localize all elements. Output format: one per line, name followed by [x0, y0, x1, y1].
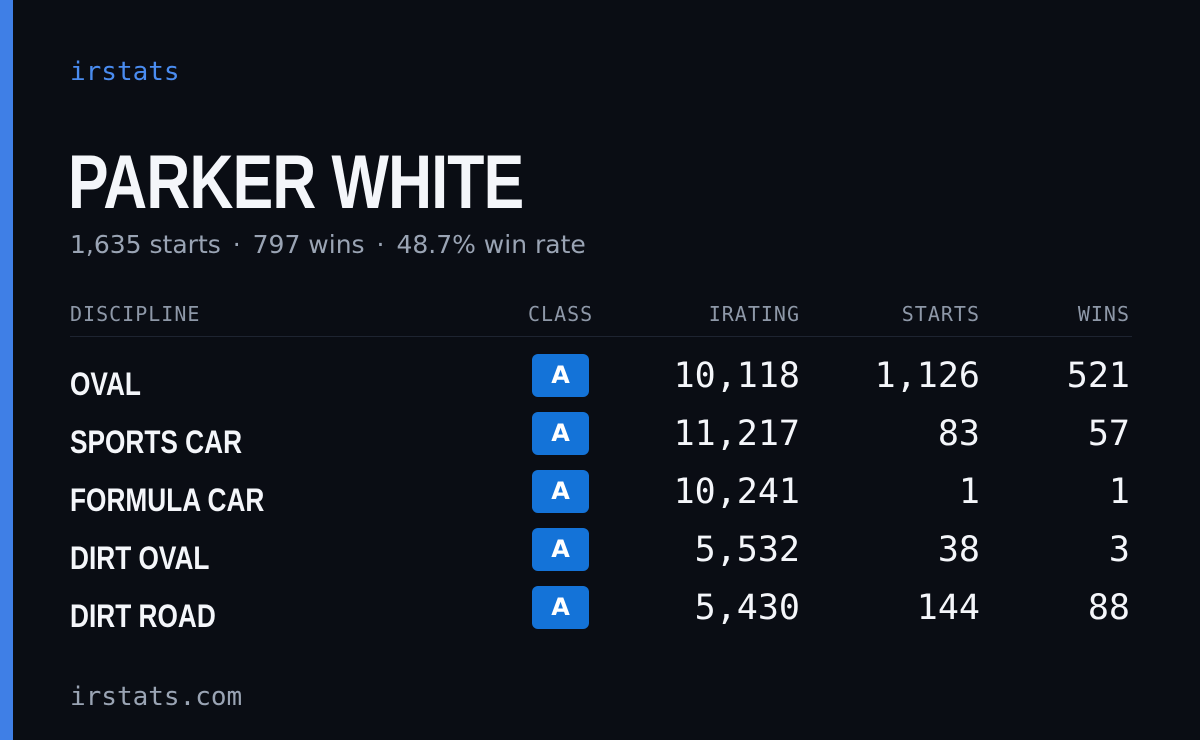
table-header: DISCIPLINE CLASS IRATING STARTS WINS	[70, 300, 1132, 328]
header-discipline: DISCIPLINE	[70, 302, 201, 326]
header-class: CLASS	[528, 302, 594, 326]
class-badge: A	[532, 528, 589, 571]
irating-value: 10,118	[673, 356, 800, 396]
table-row: DIRT ROAD A 5,430 144 88	[70, 584, 1132, 642]
summary-separator: ·	[376, 230, 385, 259]
class-badge: A	[532, 354, 589, 397]
wins-value: 3	[1108, 530, 1130, 570]
discipline-name: DIRT OVAL	[70, 540, 210, 576]
driver-name: PARKER WHITE	[68, 140, 524, 225]
header-irating: IRATING	[708, 302, 800, 326]
wins-value: 1	[1108, 472, 1130, 512]
summary-separator: ·	[232, 230, 241, 259]
starts-value: 1	[958, 472, 980, 512]
summary-wins: 797 wins	[252, 230, 365, 259]
discipline-name: OVAL	[70, 366, 141, 402]
class-badge: A	[532, 586, 589, 629]
irating-value: 5,430	[694, 588, 800, 628]
starts-value: 38	[937, 530, 980, 570]
table-row: DIRT OVAL A 5,532 38 3	[70, 526, 1132, 584]
class-badge: A	[532, 470, 589, 513]
brand-logo-text: irstats	[70, 57, 180, 87]
irating-value: 10,241	[673, 472, 800, 512]
starts-value: 1,126	[874, 356, 980, 396]
table-row: FORMULA CAR A 10,241 1 1	[70, 468, 1132, 526]
accent-bar	[0, 0, 13, 740]
starts-value: 83	[937, 414, 980, 454]
header-divider	[70, 336, 1132, 337]
summary-starts: 1,635 starts	[70, 230, 221, 259]
summary-win-rate: 48.7% win rate	[396, 230, 586, 259]
footer-url[interactable]: irstats.com	[70, 682, 243, 712]
wins-value: 88	[1087, 588, 1130, 628]
discipline-table: OVAL A 10,118 1,126 521 SPORTS CAR A 11,…	[70, 352, 1132, 642]
discipline-name: SPORTS CAR	[70, 424, 243, 460]
wins-value: 57	[1087, 414, 1130, 454]
discipline-name: FORMULA CAR	[70, 482, 265, 518]
table-row: OVAL A 10,118 1,126 521	[70, 352, 1132, 410]
irating-value: 5,532	[694, 530, 800, 570]
discipline-name: DIRT ROAD	[70, 598, 216, 634]
irating-value: 11,217	[673, 414, 800, 454]
class-badge: A	[532, 412, 589, 455]
table-row: SPORTS CAR A 11,217 83 57	[70, 410, 1132, 468]
driver-summary: 1,635 starts · 797 wins · 48.7% win rate	[70, 228, 586, 262]
header-starts: STARTS	[901, 302, 980, 326]
wins-value: 521	[1066, 356, 1130, 396]
starts-value: 144	[916, 588, 980, 628]
header-wins: WINS	[1077, 302, 1130, 326]
